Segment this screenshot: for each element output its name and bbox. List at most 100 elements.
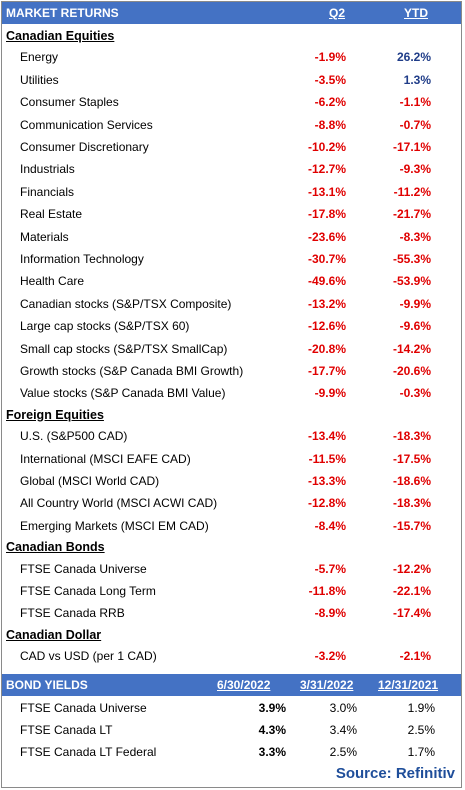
q2-value: -23.6% <box>307 229 346 244</box>
table-row: Real Estate -17.8% -21.7% <box>2 203 461 225</box>
ytd-value: -55.3% <box>392 252 431 266</box>
yield-previous-quarter: 2.5% <box>329 745 357 759</box>
ytd-value: -15.7% <box>392 518 431 533</box>
row-label: Real Estate <box>20 207 83 222</box>
ytd-value: -9.3% <box>399 162 431 177</box>
q2-value: -8.4% <box>314 518 346 533</box>
ytd-value: -53.9% <box>392 274 431 289</box>
ytd-value: -2.1% <box>399 649 431 664</box>
row-label: All Country World (MSCI ACWI CAD) <box>20 496 218 511</box>
table-row: FTSE Canada RRB -8.9% -17.4% <box>2 602 461 624</box>
ytd-value: -9.9% <box>399 296 431 311</box>
row-label: Emerging Markets (MSCI EM CAD) <box>20 518 209 533</box>
ytd-value: -18.3% <box>392 429 431 444</box>
ytd-value: -8.3% <box>399 229 431 244</box>
row-label: Industrials <box>20 162 75 177</box>
row-label: International (MSCI EAFE CAD) <box>20 451 191 466</box>
q2-value: -12.8% <box>307 496 346 511</box>
row-label: Large cap stocks (S&P/TSX 60) <box>20 319 190 334</box>
q2-value: -8.8% <box>314 117 346 132</box>
ytd-value: -14.2% <box>392 341 431 356</box>
bond-yield-row: FTSE Canada LT Federal 3.3% 2.5% 1.7% <box>2 741 461 762</box>
header-col-q2: Q2 <box>329 6 346 20</box>
table-row: U.S. (S&P500 CAD) -13.4% -18.3% <box>2 425 461 447</box>
table-row: Canadian stocks (S&P/TSX Composite) -13.2… <box>2 293 461 315</box>
row-label: Value stocks (S&P Canada BMI Value) <box>20 386 226 401</box>
ytd-value: -1.1% <box>399 95 431 110</box>
yield-previous-quarter: 3.0% <box>329 701 357 715</box>
q2-value: -5.7% <box>314 561 346 576</box>
table-row: Industrials -12.7% -9.3% <box>2 158 461 180</box>
row-label: Communication Services <box>20 117 153 132</box>
yield-year-end: 2.5% <box>407 723 435 737</box>
table-row: Information Technology -30.7% -55.3% <box>2 248 461 270</box>
q2-value: -6.2% <box>314 95 346 110</box>
section-title: Canadian Dollar <box>6 627 102 642</box>
bond-yields-title: BOND YIELDS <box>6 678 88 692</box>
ytd-value: -22.1% <box>392 584 431 598</box>
header-title: MARKET RETURNS <box>6 6 119 20</box>
table-row: Small cap stocks (S&P/TSX SmallCap) -20.8… <box>2 338 461 360</box>
table-row: Health Care -49.6% -53.9% <box>2 270 461 292</box>
ytd-value: -9.6% <box>399 319 431 334</box>
ytd-value: 1.3% <box>403 72 431 87</box>
q2-value: -8.9% <box>314 606 346 621</box>
yield-year-end: 1.7% <box>407 745 435 759</box>
ytd-value: -0.7% <box>399 117 431 132</box>
bond-yields-col1: 6/30/2022 <box>217 678 271 692</box>
table-row: Global (MSCI World CAD) -13.3% -18.6% <box>2 470 461 492</box>
q2-value: -3.2% <box>314 649 346 664</box>
row-label: Financials <box>20 184 75 199</box>
ytd-value: -17.5% <box>392 451 431 466</box>
row-label: FTSE Canada Universe <box>20 701 147 715</box>
row-label: U.S. (S&P500 CAD) <box>20 429 128 444</box>
section-title: Canadian Bonds <box>6 540 105 555</box>
q2-value: -11.8% <box>308 584 346 598</box>
q2-value: -13.1% <box>307 184 346 199</box>
bond-yield-row: FTSE Canada Universe 3.9% 3.0% 1.9% <box>2 697 461 718</box>
table-row: All Country World (MSCI ACWI CAD) -12.8% -… <box>2 492 461 514</box>
table-row: FTSE Canada Long Term -11.8% -22.1% <box>2 580 461 602</box>
row-label: Information Technology <box>20 252 144 266</box>
row-label: Materials <box>20 229 69 244</box>
table-row: FTSE Canada Universe -5.7% -12.2% <box>2 558 461 580</box>
row-label: Canadian stocks (S&P/TSX Composite) <box>20 296 232 311</box>
table-row: Value stocks (S&P Canada BMI Value) -9.9%… <box>2 382 461 404</box>
row-label: CAD vs USD (per 1 CAD) <box>20 649 157 664</box>
q2-value: -12.6% <box>307 319 346 334</box>
row-label: FTSE Canada RRB <box>20 606 125 621</box>
row-label: Utilities <box>20 72 59 87</box>
ytd-value: -18.3% <box>392 496 431 511</box>
section-title: Foreign Equities <box>6 407 104 422</box>
table-row: CAD vs USD (per 1 CAD) -3.2% -2.1% <box>2 645 461 667</box>
ytd-value: -12.2% <box>392 561 431 576</box>
q2-value: -13.4% <box>307 429 346 444</box>
ytd-value: -18.6% <box>392 474 431 488</box>
q2-value: -49.6% <box>307 274 346 289</box>
table-row: Consumer Staples -6.2% -1.1% <box>2 91 461 113</box>
table-row: Financials -13.1% -11.2% <box>2 181 461 203</box>
yield-current: 4.3% <box>258 723 286 737</box>
source-note: Source: Refinitiv <box>335 765 455 782</box>
q2-value: -9.9% <box>314 386 346 401</box>
yield-year-end: 1.9% <box>407 701 435 715</box>
q2-value: -17.8% <box>307 207 346 222</box>
yield-previous-quarter: 3.4% <box>329 723 357 737</box>
table-row: Energy -1.9% 26.2% <box>2 46 461 68</box>
q2-value: -3.5% <box>314 72 346 87</box>
row-label: Consumer Discretionary <box>20 140 149 154</box>
bond-yields-col2: 3/31/2022 <box>300 678 354 692</box>
ytd-value: -17.4% <box>392 606 431 621</box>
table-row: Communication Services -8.8% -0.7% <box>2 114 461 136</box>
yield-current: 3.3% <box>258 745 286 759</box>
q2-value: -17.7% <box>307 364 346 378</box>
q2-value: -12.7% <box>307 162 346 177</box>
ytd-value: -0.3% <box>399 386 431 401</box>
table-row: Utilities -3.5% 1.3% <box>2 69 461 91</box>
yield-current: 3.9% <box>258 701 286 715</box>
q2-value: -10.2% <box>307 140 346 154</box>
ytd-value: -17.1% <box>392 140 431 154</box>
ytd-value: -20.6% <box>392 364 431 378</box>
row-label: FTSE Canada Universe <box>20 561 147 576</box>
